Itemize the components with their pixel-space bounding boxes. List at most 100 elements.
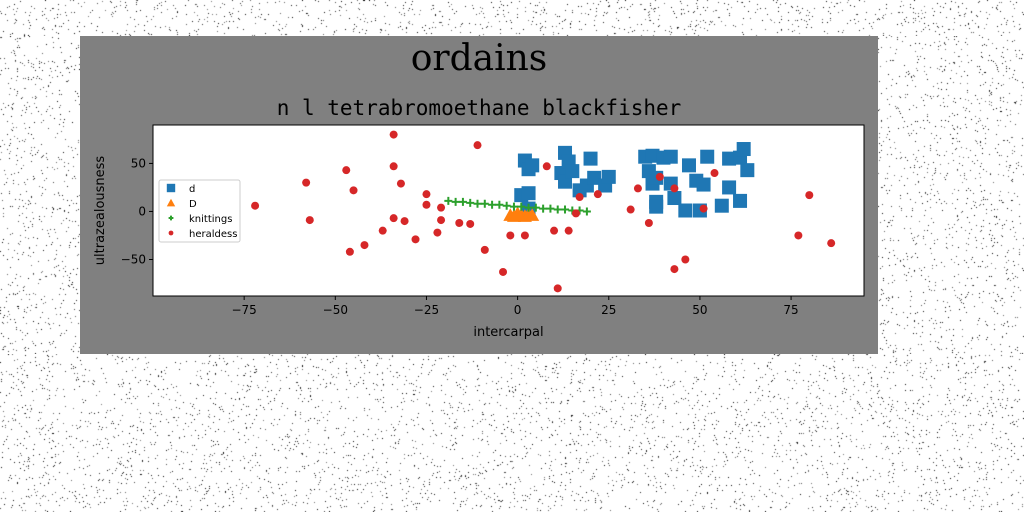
data-point-heraldess [433,228,442,237]
data-point-heraldess [345,247,354,256]
y-tick-label: 0 [138,204,146,218]
legend-label: d [189,184,195,195]
data-point-heraldess [422,190,431,199]
data-point-d [700,149,715,164]
data-point-knittings [502,201,511,210]
data-point-heraldess [542,162,551,171]
y-axis-label: ultrazealousness [93,156,108,266]
data-point-heraldess [593,190,602,199]
ticks-layer: −75 −50 −25 0 25 50 75 −50 0 50 [121,156,799,317]
x-tick-label: −50 [323,303,348,317]
data-point-heraldess [480,245,489,254]
data-point-heraldess [378,226,387,235]
data-point-heraldess [644,218,653,227]
data-point-knittings [495,200,504,209]
data-point-d [714,198,729,213]
data-point-heraldess [805,191,814,200]
data-point-d [678,203,693,218]
data-point-d [736,142,751,157]
x-tick-label: 75 [783,303,798,317]
data-point-d [587,170,602,185]
legend-marker-heraldess [168,230,174,236]
x-tick-label: 0 [514,303,522,317]
data-point-heraldess [564,226,573,235]
data-point-heraldess [305,216,314,225]
data-point-heraldess [571,209,580,218]
data-point-knittings [444,196,453,205]
data-point-d [696,177,711,192]
data-point-heraldess [681,255,690,264]
data-point-d [663,149,678,164]
data-point-heraldess [389,214,398,223]
legend-label: heraldess [189,229,237,240]
legend-box [158,179,241,243]
data-point-heraldess [520,231,529,240]
data-point-d [649,199,664,214]
x-tick-label: −25 [414,303,439,317]
data-point-knittings [517,202,526,211]
data-point-heraldess [360,241,369,250]
data-point-d [667,191,682,206]
scatter-plot: −75 −50 −25 0 25 50 75 −50 0 50 intercarpal ultra… [93,124,865,340]
data-point-heraldess [437,203,446,212]
data-point-heraldess [422,200,431,209]
data-point-d [733,193,748,208]
data-point-d [565,164,580,179]
data-point-heraldess [506,231,515,240]
data-point-heraldess [575,193,584,202]
data-point-knittings [582,207,591,216]
data-point-heraldess [400,217,409,226]
data-point-heraldess [411,235,420,244]
data-point-d [558,174,573,189]
data-point-heraldess [550,226,559,235]
data-point-heraldess [827,239,836,248]
data-point-d [722,180,737,195]
x-axis-label: intercarpal [473,325,543,340]
data-point-heraldess [437,216,446,225]
data-point-knittings [458,197,467,206]
data-point-heraldess [466,219,475,228]
data-point-heraldess [349,186,358,195]
data-point-heraldess [251,201,260,210]
y-tick-label: −50 [121,252,146,266]
data-point-d [601,169,616,184]
data-point-knittings [473,199,482,208]
data-point-d [525,158,540,173]
data-point-heraldess [389,162,398,171]
data-point-heraldess [499,267,508,276]
data-point-knittings [524,203,533,212]
data-point-heraldess [670,184,679,193]
legend-marker-D [166,198,176,207]
data-point-heraldess [396,179,405,188]
data-point-knittings [561,205,570,214]
y-tick-label: 50 [131,156,146,170]
data-point-heraldess [670,265,679,274]
data-point-D [510,206,525,219]
data-point-d [722,151,737,166]
data-point-knittings [553,205,562,214]
legend-label: knittings [189,214,232,225]
x-tick-label: −75 [231,303,256,317]
data-point-heraldess [699,204,708,213]
data-point-knittings [480,199,489,208]
data-point-heraldess [626,205,635,214]
data-point-heraldess [553,284,562,293]
data-point-knittings [509,202,518,211]
legend-label: D [189,199,197,210]
x-tick-label: 50 [692,303,707,317]
legend-marker-knittings [168,215,174,221]
data-point-knittings [531,203,540,212]
data-point-D [525,208,540,221]
data-point-knittings [451,197,460,206]
data-point-heraldess [710,169,719,178]
data-point-heraldess [473,141,482,150]
data-point-d [583,151,598,166]
data-point-d [681,158,696,173]
data-point-d [521,186,536,201]
data-point-heraldess [794,231,803,240]
data-point-heraldess [389,130,398,139]
data-point-knittings [488,200,497,209]
data-point-heraldess [342,166,351,175]
x-tick-label: 25 [601,303,616,317]
